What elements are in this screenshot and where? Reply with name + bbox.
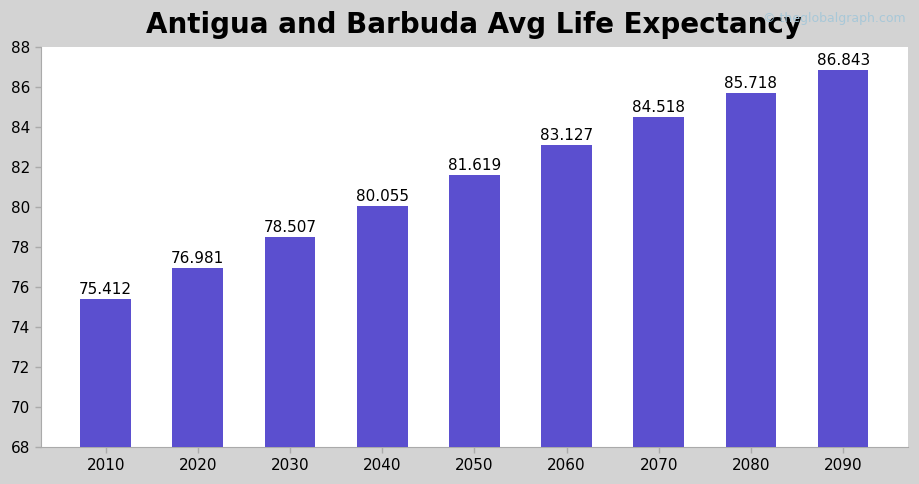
Text: 78.507: 78.507 (264, 220, 316, 235)
Bar (726, 93, 777, 484)
Bar (265, 237, 315, 484)
Bar (818, 70, 868, 484)
Text: 83.127: 83.127 (540, 128, 593, 143)
Text: © theglobalgraph.com: © theglobalgraph.com (763, 12, 905, 25)
Bar (541, 145, 592, 484)
Text: 80.055: 80.055 (356, 189, 409, 204)
Text: 75.412: 75.412 (79, 282, 132, 297)
Bar (449, 175, 500, 484)
Bar (173, 268, 223, 484)
Text: 76.981: 76.981 (171, 251, 224, 266)
Text: 86.843: 86.843 (816, 53, 869, 68)
Bar (633, 117, 684, 484)
Text: 84.518: 84.518 (632, 100, 686, 115)
Title: Antigua and Barbuda Avg Life Expectancy: Antigua and Barbuda Avg Life Expectancy (146, 11, 802, 39)
Bar (357, 206, 407, 484)
Text: 85.718: 85.718 (724, 76, 777, 91)
Bar (80, 299, 131, 484)
Text: 81.619: 81.619 (448, 158, 501, 173)
